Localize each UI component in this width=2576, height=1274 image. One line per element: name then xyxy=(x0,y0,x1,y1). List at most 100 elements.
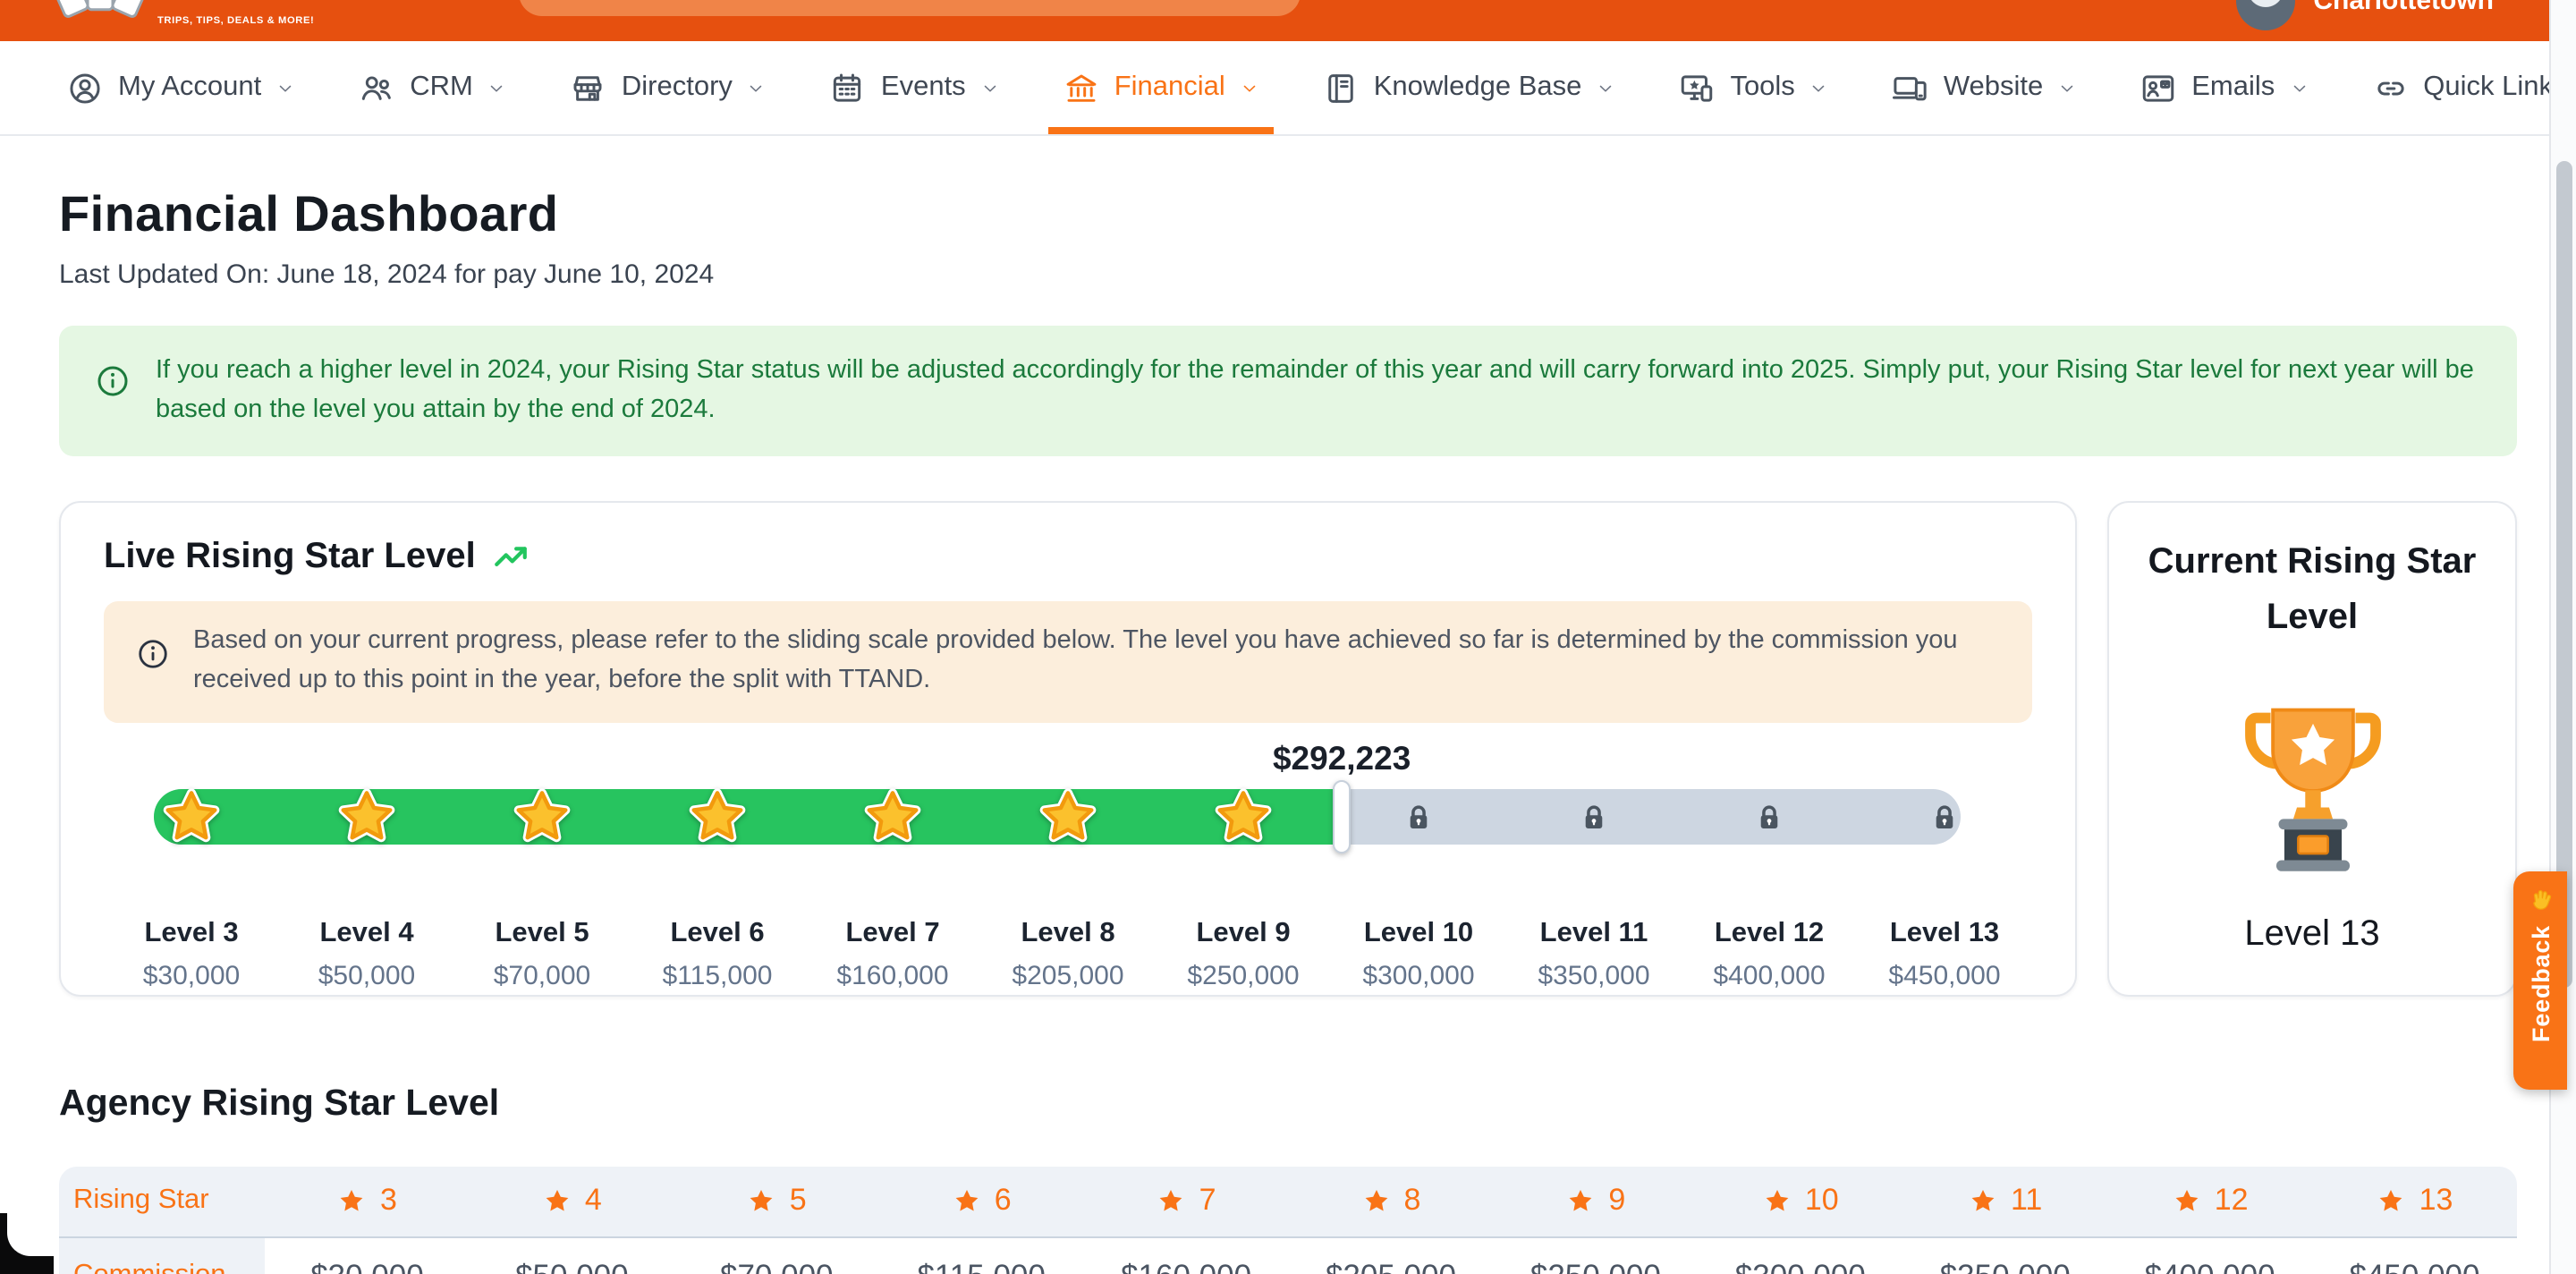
nav-item-label: Tools xyxy=(1730,72,1795,102)
slider-label-level-10: Level 10 $300,000 xyxy=(1331,919,1506,992)
agency-star-header-6: 6 xyxy=(878,1166,1084,1238)
agency-star-header-11: 11 xyxy=(1902,1166,2108,1238)
nav-item-label: My Account xyxy=(118,72,262,102)
chevron-down-icon xyxy=(491,84,504,91)
scrollbar-thumb[interactable] xyxy=(2556,161,2572,988)
agency-row1-label: Rising Star xyxy=(59,1166,265,1238)
live-card-note: Based on your current progress, please r… xyxy=(104,600,2032,724)
level-name: Level 12 xyxy=(1714,918,1825,949)
nav-item-financial[interactable]: Financial xyxy=(1047,41,1274,134)
level-amount: $350,000 xyxy=(1538,961,1650,992)
agency-amount-cell: $300,000 xyxy=(1698,1238,1902,1274)
slider-marker-level-10 xyxy=(1331,790,1506,845)
info-icon xyxy=(97,366,128,396)
link-icon xyxy=(2377,81,2403,95)
slider-label-level-3: Level 3 $30,000 xyxy=(104,919,279,992)
agency-star-header-10: 10 xyxy=(1698,1166,1903,1238)
info-banner-text: If you reach a higher level in 2024, you… xyxy=(156,356,2474,425)
live-rising-star-card: Live Rising Star Level Based on your cur… xyxy=(59,500,2077,997)
agency-star-header-5: 5 xyxy=(674,1166,879,1238)
devices-icon xyxy=(1893,76,1928,100)
nav-item-label: Directory xyxy=(621,72,733,102)
star-icon xyxy=(513,788,571,843)
nav-item-website[interactable]: Website xyxy=(1892,41,2077,134)
brochure-fan-icon xyxy=(49,0,151,18)
user-menu[interactable]: Charlottetown xyxy=(2236,0,2494,36)
search-bar[interactable] xyxy=(519,0,1301,16)
nav-item-crm[interactable]: CRM xyxy=(358,41,507,134)
star-level-number: 9 xyxy=(1608,1183,1626,1218)
slider-label-level-11: Level 11 $350,000 xyxy=(1506,919,1682,992)
info-icon xyxy=(139,640,167,668)
feedback-label: Feedback xyxy=(2527,925,2554,1042)
agency-star-header-12: 12 xyxy=(2107,1166,2313,1238)
slider-marker-level-6 xyxy=(630,788,805,845)
level-amount: $70,000 xyxy=(493,961,591,992)
current-commission-value: $292,223 xyxy=(1272,739,1411,777)
current-card-title: Current Rising Star Level xyxy=(2148,541,2477,637)
agency-star-header-8: 8 xyxy=(1288,1166,1494,1238)
star-level-number: 13 xyxy=(2419,1183,2453,1218)
slider-markers xyxy=(104,788,2032,845)
nav-item-events[interactable]: Events xyxy=(829,41,1000,134)
main-nav: My Account CRM Directory Events Financial Kno… xyxy=(0,41,2576,136)
star-icon xyxy=(1570,1189,1592,1211)
chevron-down-icon xyxy=(1813,84,1826,91)
user-circle-icon xyxy=(70,72,100,103)
star-icon xyxy=(338,788,395,843)
storefront-icon xyxy=(574,75,603,100)
star-icon xyxy=(1160,1189,1182,1211)
agency-amount-cell: $250,000 xyxy=(1493,1238,1698,1274)
chevron-down-icon xyxy=(2061,84,2073,91)
slider-marker-level-7 xyxy=(805,788,980,845)
nav-item-knowledge-base[interactable]: Knowledge Base xyxy=(1322,41,1616,134)
chevron-down-icon xyxy=(1600,84,1612,91)
star-icon xyxy=(163,788,220,843)
trending-up-icon xyxy=(494,547,527,566)
tools-icon xyxy=(1682,74,1713,101)
lock-icon xyxy=(1410,805,1428,828)
level-amount: $50,000 xyxy=(318,961,416,992)
page-title: Financial Dashboard xyxy=(59,186,559,242)
slider-marker-level-4 xyxy=(279,788,454,845)
live-card-note-text: Based on your current progress, please r… xyxy=(193,625,1958,694)
level-name: Level 6 xyxy=(670,918,765,949)
agency-amount-cell: $205,000 xyxy=(1289,1238,1494,1274)
user-name: Charlottetown xyxy=(2313,0,2494,15)
slider-label-level-7: Level 7 $160,000 xyxy=(805,919,980,992)
level-amount: $450,000 xyxy=(1888,961,2001,992)
star-level-number: 8 xyxy=(1403,1183,1421,1218)
chat-widget-card xyxy=(7,1188,54,1256)
nav-item-emails[interactable]: Emails xyxy=(2140,41,2309,134)
brand-logo[interactable] xyxy=(49,0,151,41)
slider-label-level-12: Level 12 $400,000 xyxy=(1682,919,1857,992)
star-icon xyxy=(1039,788,1097,843)
slider-label-level-9: Level 9 $250,000 xyxy=(1156,919,1331,992)
calendar-icon xyxy=(834,72,862,101)
star-level-number: 7 xyxy=(1199,1183,1216,1218)
agency-star-header-3: 3 xyxy=(265,1166,470,1238)
nav-item-my-account[interactable]: My Account xyxy=(66,41,295,134)
cards-row: Live Rising Star Level Based on your cur… xyxy=(59,500,2517,997)
nav-item-quick-links[interactable]: Quick Links xyxy=(2371,41,2576,134)
waving-hand-icon xyxy=(2532,889,2551,910)
trophy-icon xyxy=(2244,708,2380,871)
star-icon xyxy=(1215,788,1272,843)
book-icon xyxy=(1328,73,1353,102)
level-name: Level 11 xyxy=(1539,918,1648,949)
star-icon xyxy=(689,788,746,843)
slider-marker-level-9 xyxy=(1156,788,1331,845)
star-icon xyxy=(1766,1189,1789,1211)
slider-handle[interactable] xyxy=(1333,780,1352,854)
nav-item-tools[interactable]: Tools xyxy=(1678,41,1828,134)
agency-amount-cell: $450,000 xyxy=(2312,1238,2517,1274)
feedback-button[interactable]: Feedback xyxy=(2513,871,2567,1090)
level-name: Level 13 xyxy=(1889,918,2000,949)
slider-label-level-6: Level 6 $115,000 xyxy=(630,919,805,992)
nav-item-directory[interactable]: Directory xyxy=(570,41,767,134)
star-icon xyxy=(341,1189,364,1211)
agency-star-header-9: 9 xyxy=(1493,1166,1699,1238)
chevron-down-icon xyxy=(984,84,996,91)
star-level-number: 6 xyxy=(994,1183,1012,1218)
level-amount: $30,000 xyxy=(142,961,241,992)
